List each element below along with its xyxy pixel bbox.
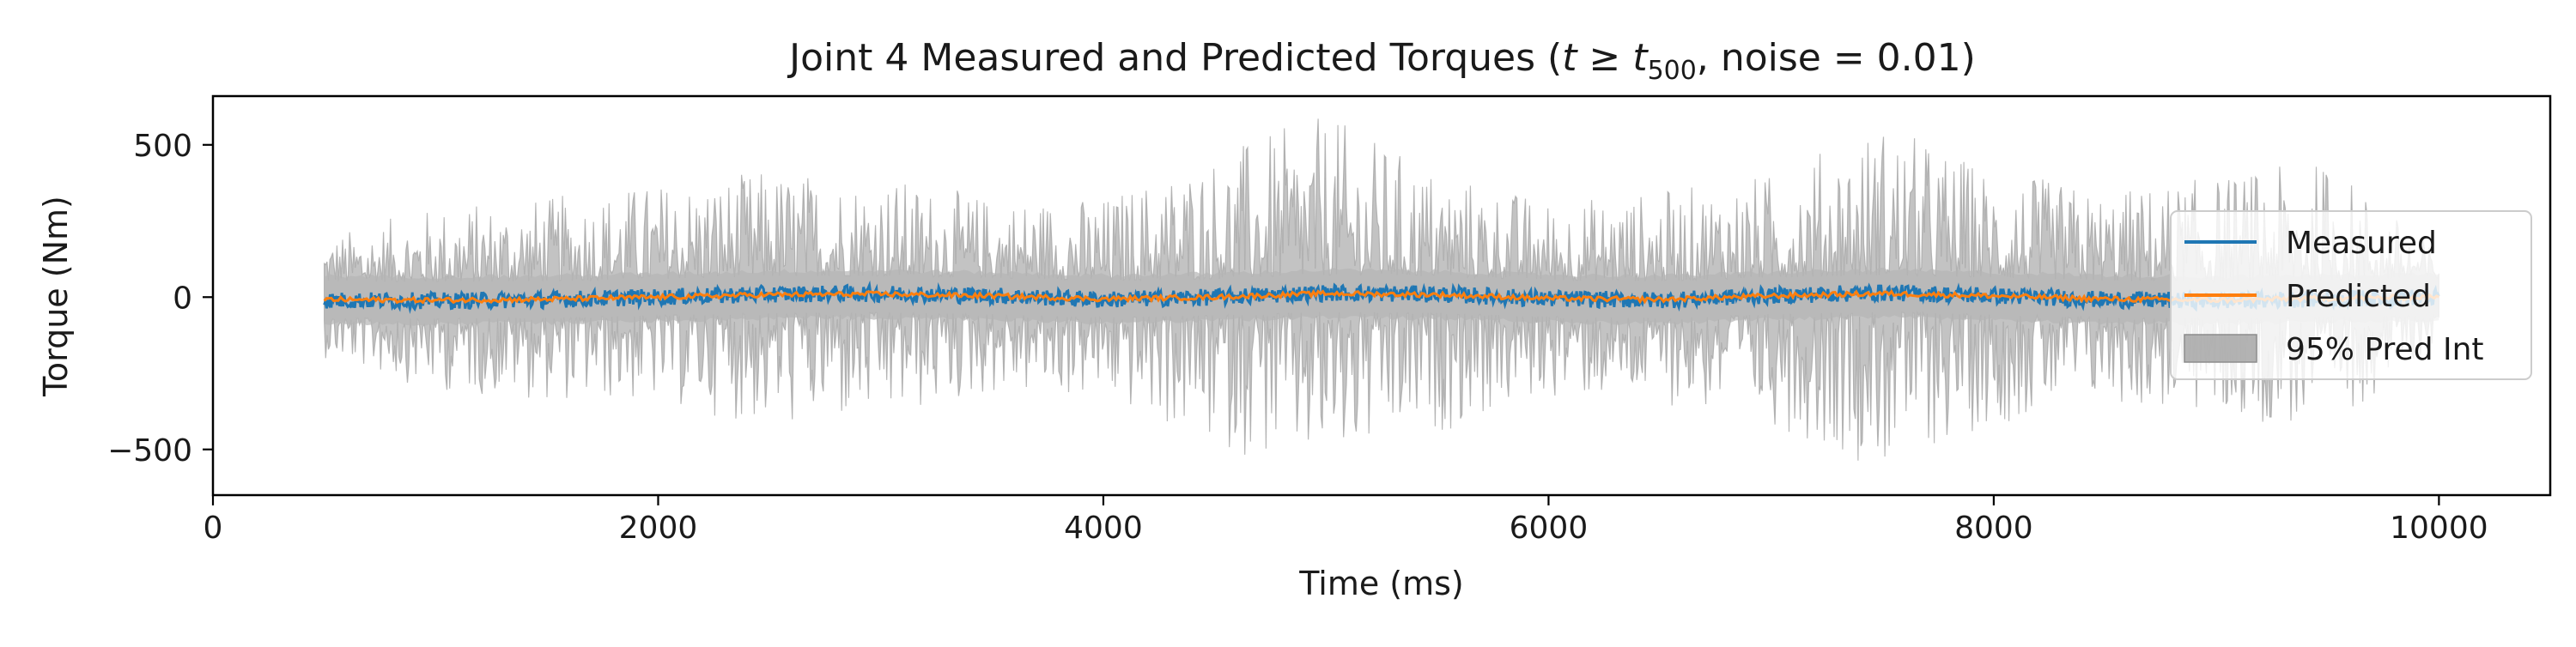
x-axis: 0 2000 4000 6000 8000 10000 — [204, 495, 2488, 546]
chart-title-subscript: 500 — [1648, 56, 1697, 86]
x-axis-label: Time (ms) — [1298, 565, 1464, 602]
legend-frame — [2170, 210, 2532, 380]
legend-label: Predicted — [2286, 279, 2431, 314]
predicted-line — [323, 288, 2439, 305]
chart-title-prefix: Joint 4 Measured and Predicted Torques ( — [787, 36, 1562, 80]
y-tick-label: 500 — [133, 129, 192, 164]
legend: Measured Predicted 95% Pred Int — [2170, 210, 2532, 380]
chart-title-var2: t — [1632, 36, 1649, 80]
x-tick-label: 10000 — [2390, 511, 2488, 546]
y-tick-label: −500 — [107, 433, 192, 469]
chart-title: Joint 4 Measured and Predicted Torques (… — [787, 36, 1976, 86]
x-tick-label: 8000 — [1954, 511, 2033, 546]
x-tick-label: 0 — [204, 511, 223, 546]
chart-title-var: t — [1562, 36, 1578, 80]
x-tick-label: 4000 — [1064, 511, 1143, 546]
x-tick-label: 6000 — [1510, 511, 1589, 546]
legend-label: 95% Pred Int — [2286, 332, 2484, 367]
y-tick-label: 0 — [173, 281, 192, 316]
y-axis-label: Torque (Nm) — [37, 196, 75, 397]
predicted-series — [323, 288, 2439, 305]
y-axis: −500 0 500 — [107, 129, 213, 469]
plot-frame — [211, 94, 2552, 497]
legend-label: Measured — [2286, 226, 2437, 261]
x-tick-label: 2000 — [619, 511, 698, 546]
legend-swatch — [2184, 334, 2257, 363]
chart-title-suffix: , noise = 0.01) — [1697, 36, 1976, 80]
chart-title-geq: ≥ — [1577, 36, 1632, 80]
